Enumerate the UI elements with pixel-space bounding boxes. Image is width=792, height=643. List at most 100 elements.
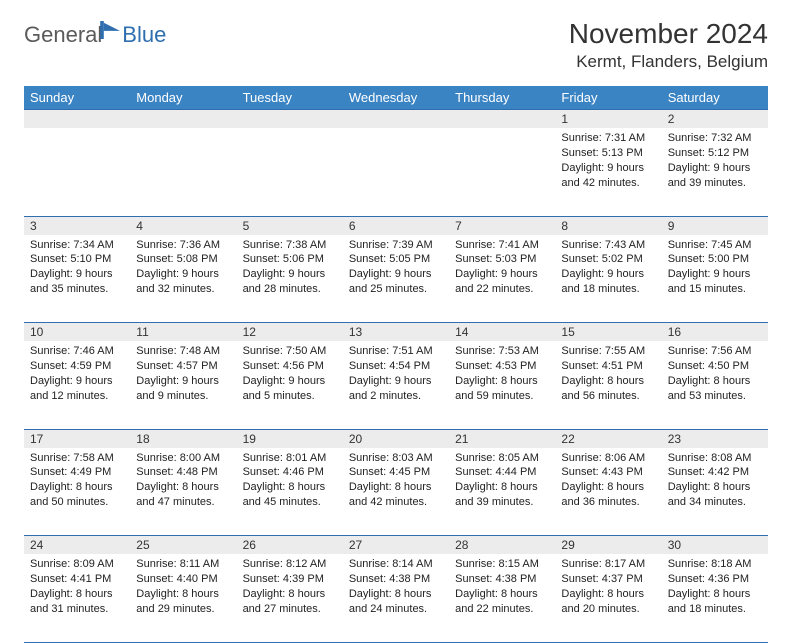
- day-content-cell: [237, 128, 343, 216]
- month-title: November 2024: [569, 18, 768, 50]
- day-number-cell: 28: [449, 536, 555, 555]
- day-content-cell: Sunrise: 7:45 AMSunset: 5:00 PMDaylight:…: [662, 235, 768, 323]
- day-details: Sunrise: 8:15 AMSunset: 4:38 PMDaylight:…: [449, 554, 555, 620]
- day-content-cell: Sunrise: 8:06 AMSunset: 4:43 PMDaylight:…: [555, 448, 661, 536]
- day-number-cell: [130, 110, 236, 129]
- day-number-cell: 2: [662, 110, 768, 129]
- day-number-cell: 6: [343, 216, 449, 235]
- day-content-cell: Sunrise: 7:46 AMSunset: 4:59 PMDaylight:…: [24, 341, 130, 429]
- day-content-cell: Sunrise: 8:01 AMSunset: 4:46 PMDaylight:…: [237, 448, 343, 536]
- day-number-cell: 17: [24, 429, 130, 448]
- day-number-cell: 30: [662, 536, 768, 555]
- day-number-row: 24252627282930: [24, 536, 768, 555]
- day-details: Sunrise: 7:55 AMSunset: 4:51 PMDaylight:…: [555, 341, 661, 407]
- day-number-row: 3456789: [24, 216, 768, 235]
- logo-text-blue: Blue: [122, 22, 166, 48]
- day-details: Sunrise: 7:51 AMSunset: 4:54 PMDaylight:…: [343, 341, 449, 407]
- day-content-row: Sunrise: 8:09 AMSunset: 4:41 PMDaylight:…: [24, 554, 768, 642]
- day-content-row: Sunrise: 7:46 AMSunset: 4:59 PMDaylight:…: [24, 341, 768, 429]
- weekday-header: Monday: [130, 86, 236, 110]
- day-details: Sunrise: 8:12 AMSunset: 4:39 PMDaylight:…: [237, 554, 343, 620]
- day-content-cell: [130, 128, 236, 216]
- day-content-row: Sunrise: 7:34 AMSunset: 5:10 PMDaylight:…: [24, 235, 768, 323]
- location-title: Kermt, Flanders, Belgium: [569, 52, 768, 72]
- day-content-row: Sunrise: 7:31 AMSunset: 5:13 PMDaylight:…: [24, 128, 768, 216]
- logo: General Blue: [24, 22, 166, 48]
- day-content-cell: Sunrise: 7:51 AMSunset: 4:54 PMDaylight:…: [343, 341, 449, 429]
- day-content-cell: Sunrise: 8:12 AMSunset: 4:39 PMDaylight:…: [237, 554, 343, 642]
- day-details: Sunrise: 7:32 AMSunset: 5:12 PMDaylight:…: [662, 128, 768, 194]
- day-number-cell: 23: [662, 429, 768, 448]
- day-number-cell: [24, 110, 130, 129]
- day-content-cell: Sunrise: 8:05 AMSunset: 4:44 PMDaylight:…: [449, 448, 555, 536]
- day-number-cell: 27: [343, 536, 449, 555]
- day-details: Sunrise: 7:46 AMSunset: 4:59 PMDaylight:…: [24, 341, 130, 407]
- day-number-cell: 26: [237, 536, 343, 555]
- day-number-cell: 29: [555, 536, 661, 555]
- day-number-cell: 20: [343, 429, 449, 448]
- day-content-cell: Sunrise: 7:36 AMSunset: 5:08 PMDaylight:…: [130, 235, 236, 323]
- day-details: Sunrise: 8:09 AMSunset: 4:41 PMDaylight:…: [24, 554, 130, 620]
- day-number-cell: 3: [24, 216, 130, 235]
- day-details: Sunrise: 7:31 AMSunset: 5:13 PMDaylight:…: [555, 128, 661, 194]
- day-details: Sunrise: 7:38 AMSunset: 5:06 PMDaylight:…: [237, 235, 343, 301]
- day-details: Sunrise: 8:01 AMSunset: 4:46 PMDaylight:…: [237, 448, 343, 514]
- day-number-cell: 15: [555, 323, 661, 342]
- day-content-cell: Sunrise: 8:03 AMSunset: 4:45 PMDaylight:…: [343, 448, 449, 536]
- day-details: Sunrise: 8:00 AMSunset: 4:48 PMDaylight:…: [130, 448, 236, 514]
- day-details: Sunrise: 7:53 AMSunset: 4:53 PMDaylight:…: [449, 341, 555, 407]
- day-number-cell: 10: [24, 323, 130, 342]
- day-content-cell: Sunrise: 8:08 AMSunset: 4:42 PMDaylight:…: [662, 448, 768, 536]
- day-content-row: Sunrise: 7:58 AMSunset: 4:49 PMDaylight:…: [24, 448, 768, 536]
- weekday-header-row: SundayMondayTuesdayWednesdayThursdayFrid…: [24, 86, 768, 110]
- day-content-cell: Sunrise: 7:58 AMSunset: 4:49 PMDaylight:…: [24, 448, 130, 536]
- day-content-cell: Sunrise: 7:41 AMSunset: 5:03 PMDaylight:…: [449, 235, 555, 323]
- day-number-cell: 8: [555, 216, 661, 235]
- day-content-cell: Sunrise: 8:14 AMSunset: 4:38 PMDaylight:…: [343, 554, 449, 642]
- day-details: Sunrise: 7:36 AMSunset: 5:08 PMDaylight:…: [130, 235, 236, 301]
- day-content-cell: Sunrise: 7:31 AMSunset: 5:13 PMDaylight:…: [555, 128, 661, 216]
- day-details: Sunrise: 8:05 AMSunset: 4:44 PMDaylight:…: [449, 448, 555, 514]
- day-content-cell: Sunrise: 8:17 AMSunset: 4:37 PMDaylight:…: [555, 554, 661, 642]
- day-number-cell: 11: [130, 323, 236, 342]
- day-details: Sunrise: 8:08 AMSunset: 4:42 PMDaylight:…: [662, 448, 768, 514]
- weekday-header: Saturday: [662, 86, 768, 110]
- day-number-cell: [449, 110, 555, 129]
- day-number-cell: 7: [449, 216, 555, 235]
- day-content-cell: [24, 128, 130, 216]
- day-details: Sunrise: 8:11 AMSunset: 4:40 PMDaylight:…: [130, 554, 236, 620]
- day-details: Sunrise: 7:50 AMSunset: 4:56 PMDaylight:…: [237, 341, 343, 407]
- day-number-cell: 18: [130, 429, 236, 448]
- day-details: Sunrise: 8:17 AMSunset: 4:37 PMDaylight:…: [555, 554, 661, 620]
- day-content-cell: Sunrise: 8:00 AMSunset: 4:48 PMDaylight:…: [130, 448, 236, 536]
- day-number-cell: 14: [449, 323, 555, 342]
- day-content-cell: Sunrise: 7:50 AMSunset: 4:56 PMDaylight:…: [237, 341, 343, 429]
- day-number-cell: [237, 110, 343, 129]
- day-number-cell: 22: [555, 429, 661, 448]
- weekday-header: Friday: [555, 86, 661, 110]
- weekday-header: Tuesday: [237, 86, 343, 110]
- day-details: Sunrise: 7:41 AMSunset: 5:03 PMDaylight:…: [449, 235, 555, 301]
- day-details: Sunrise: 8:06 AMSunset: 4:43 PMDaylight:…: [555, 448, 661, 514]
- header: General Blue November 2024 Kermt, Flande…: [24, 18, 768, 72]
- day-content-cell: Sunrise: 7:56 AMSunset: 4:50 PMDaylight:…: [662, 341, 768, 429]
- day-number-row: 17181920212223: [24, 429, 768, 448]
- day-number-row: 10111213141516: [24, 323, 768, 342]
- day-number-cell: 16: [662, 323, 768, 342]
- weekday-header: Sunday: [24, 86, 130, 110]
- day-content-cell: Sunrise: 7:38 AMSunset: 5:06 PMDaylight:…: [237, 235, 343, 323]
- day-details: Sunrise: 7:43 AMSunset: 5:02 PMDaylight:…: [555, 235, 661, 301]
- day-content-cell: Sunrise: 7:34 AMSunset: 5:10 PMDaylight:…: [24, 235, 130, 323]
- day-content-cell: Sunrise: 8:18 AMSunset: 4:36 PMDaylight:…: [662, 554, 768, 642]
- day-details: Sunrise: 7:48 AMSunset: 4:57 PMDaylight:…: [130, 341, 236, 407]
- day-details: Sunrise: 7:58 AMSunset: 4:49 PMDaylight:…: [24, 448, 130, 514]
- day-content-cell: Sunrise: 7:39 AMSunset: 5:05 PMDaylight:…: [343, 235, 449, 323]
- day-number-cell: [343, 110, 449, 129]
- day-details: Sunrise: 8:03 AMSunset: 4:45 PMDaylight:…: [343, 448, 449, 514]
- logo-text-general: General: [24, 22, 102, 48]
- day-content-cell: Sunrise: 8:15 AMSunset: 4:38 PMDaylight:…: [449, 554, 555, 642]
- day-number-cell: 19: [237, 429, 343, 448]
- day-content-cell: Sunrise: 8:09 AMSunset: 4:41 PMDaylight:…: [24, 554, 130, 642]
- day-details: Sunrise: 7:34 AMSunset: 5:10 PMDaylight:…: [24, 235, 130, 301]
- day-number-cell: 5: [237, 216, 343, 235]
